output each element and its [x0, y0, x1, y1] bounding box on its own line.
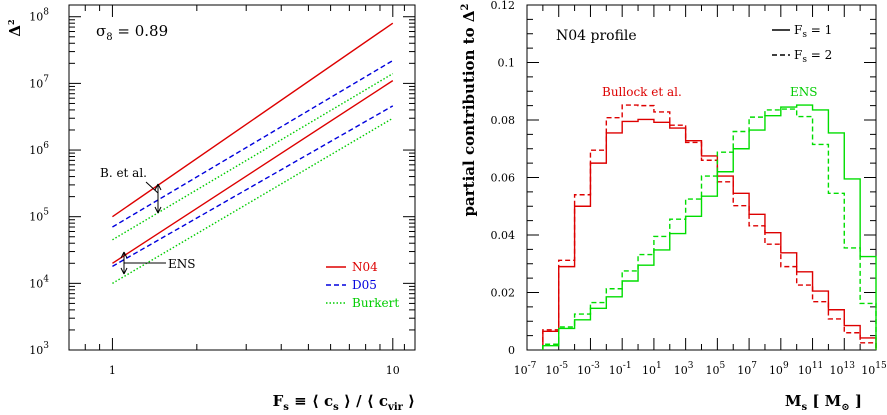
ens-arrow-down: [120, 267, 128, 275]
left-y-tick-label: 108: [29, 8, 49, 24]
right-x-tick-label: 103: [674, 361, 694, 377]
left-series-group: [112, 22, 394, 284]
histogram-series-0: [542, 118, 877, 350]
left-y-tick-label: 103: [29, 341, 49, 357]
right-y-axis-title: partial contribution to Δ2: [460, 4, 478, 217]
right-y-tick-label: 0.12: [491, 0, 516, 12]
left-axis-ticks: 103 104 105 106 107 108 1 10: [29, 5, 416, 377]
right-x-tick-label: 10-1: [609, 361, 632, 377]
histogram-series-3: [542, 108, 877, 350]
bullock-annotation: B. et al.: [100, 166, 147, 180]
left-y-tick-label: 107: [29, 74, 49, 90]
legend-n04-label: N04: [352, 260, 378, 274]
right-series-group: [542, 104, 877, 350]
histogram-series-1: [542, 104, 877, 350]
left-y-tick-label: 104: [29, 274, 49, 290]
left-series-line-n04-ens: [112, 80, 394, 264]
right-x-tick-label: 1011: [798, 361, 823, 377]
right-x-axis-title: Ms [ M⊙ ]: [785, 392, 862, 413]
right-x-tick-label: 1013: [830, 361, 856, 377]
left-x-tick-label: 1: [109, 364, 116, 377]
histogram-series-2: [542, 104, 877, 350]
right-x-tick-label: 10-7: [514, 361, 537, 377]
right-y-tick-label: 0.1: [498, 57, 516, 70]
left-series-line-burkert-bullock: [112, 73, 394, 241]
right-x-tick-label: 105: [705, 361, 725, 377]
right-y-tick-label: 0.02: [491, 287, 516, 300]
left-x-tick-label: 10: [386, 364, 400, 377]
left-y-tick-label: 105: [29, 208, 49, 224]
right-x-tick-label: 109: [769, 361, 789, 377]
sigma8-annotation: σ8 = 0.89: [96, 22, 168, 43]
right-y-tick-label: 0.06: [491, 172, 516, 185]
left-legend: N04 D05 Burkert: [326, 260, 399, 310]
left-plot-frame: [68, 4, 416, 351]
bullock-arrow-up: [154, 183, 162, 191]
bullock-pointer-line: [145, 181, 159, 194]
left-y-axis-title: Δ2: [6, 19, 24, 36]
bullock-arrow-down: [154, 206, 162, 214]
right-panel-title: N04 profile: [556, 28, 637, 44]
right-legend: Fs = 1 Fs = 2: [772, 23, 832, 65]
legend-fs1-label: Fs = 1: [794, 23, 832, 40]
left-series-line-n04-bullock: [112, 22, 394, 218]
right-x-tick-label: 107: [737, 361, 757, 377]
right-x-tick-label: 10-3: [577, 361, 600, 377]
bullock-annotation-right: Bullock et al.: [602, 85, 682, 99]
left-y-tick-label: 106: [29, 141, 49, 157]
ens-annotation-right: ENS: [790, 85, 817, 99]
legend-d05-label: D05: [352, 278, 377, 292]
right-y-tick-label: 0.08: [491, 114, 516, 127]
right-x-tick-label: 10-5: [545, 361, 568, 377]
left-series-line-d05-ens: [112, 105, 394, 267]
ens-annotation-left: ENS: [168, 257, 195, 271]
left-series-line-d05-bullock: [112, 59, 394, 228]
right-y-tick-label: 0: [508, 344, 515, 357]
legend-burkert-label: Burkert: [352, 296, 399, 310]
right-x-tick-label: 1015: [861, 361, 887, 377]
left-panel: 103 104 105 106 107 108 1 10 Δ2 Fs ≡ ⟨ cs ⟩ / ⟨…: [6, 4, 416, 413]
right-x-tick-label: 101: [642, 361, 662, 377]
left-x-axis-title: Fs ≡ ⟨ cs ⟩ / ⟨ cvir ⟩: [273, 392, 415, 413]
legend-fs2-label: Fs = 2: [794, 48, 832, 65]
right-panel: 0 0.02 0.04 0.06 0.08 0.1 0.12 10-7 10-5 10-3 10-1…: [460, 0, 887, 413]
right-y-tick-label: 0.04: [491, 229, 516, 242]
ens-arrow-up: [120, 251, 128, 259]
